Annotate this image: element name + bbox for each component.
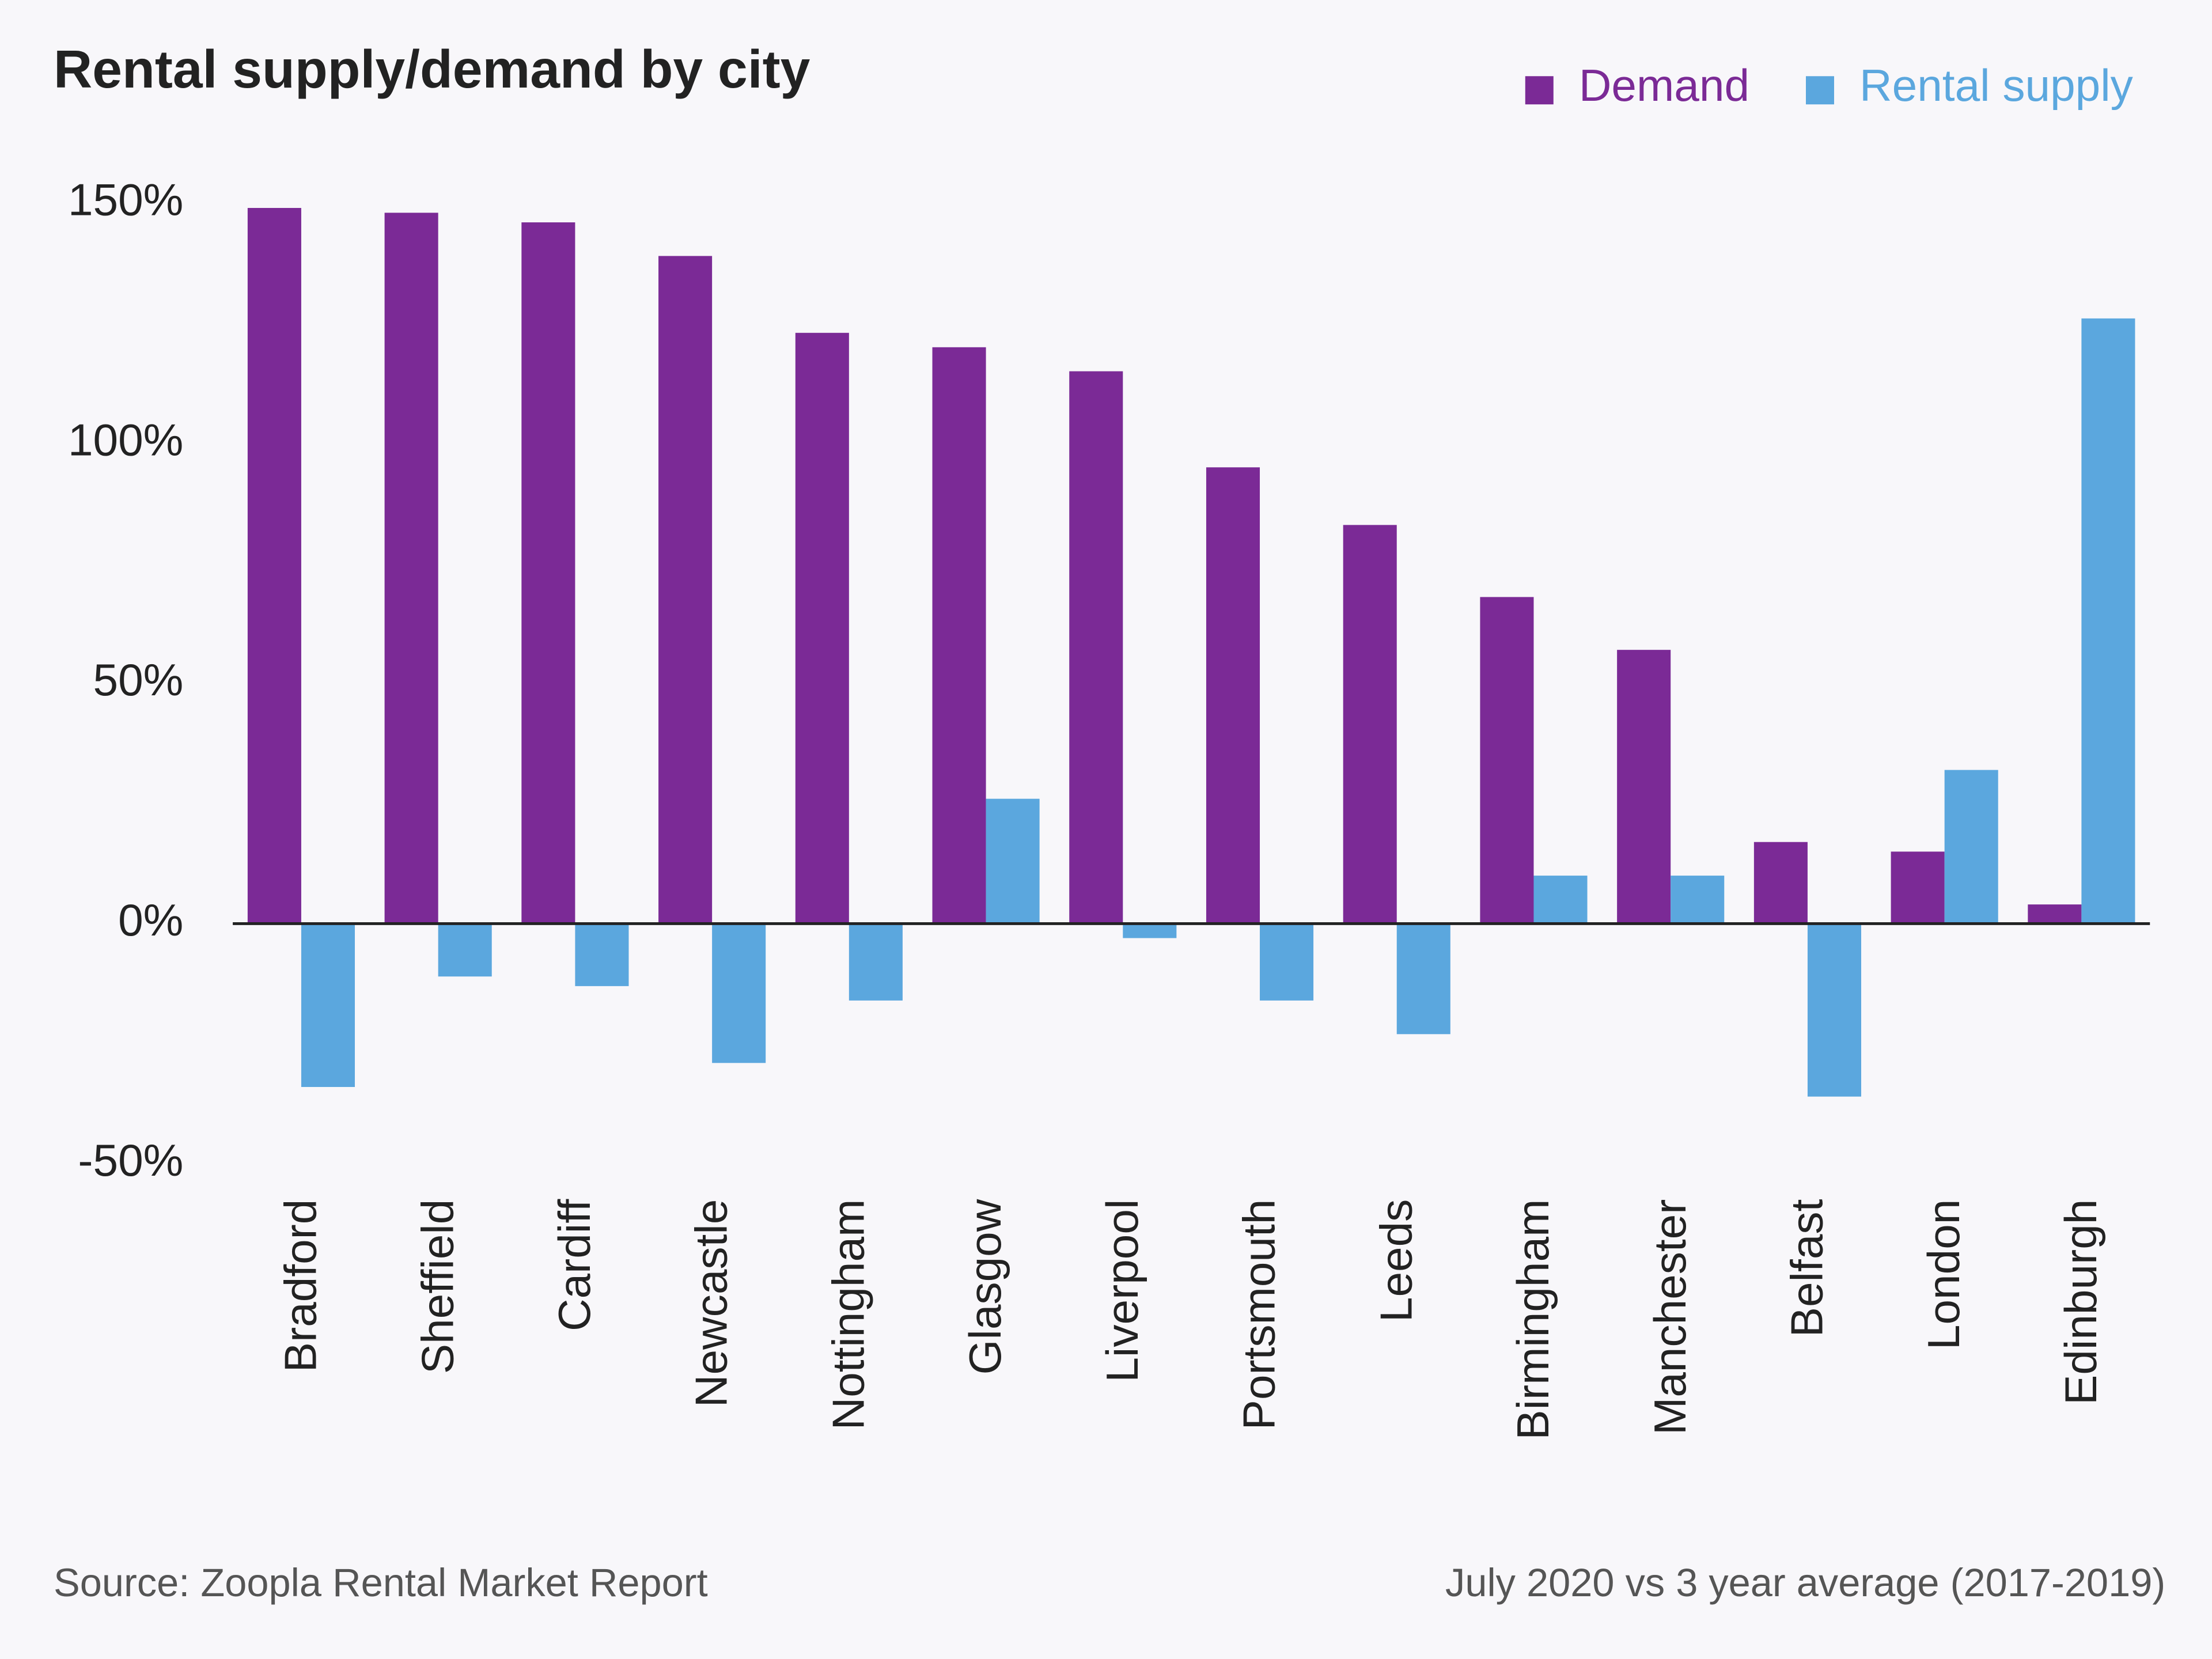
legend-swatch xyxy=(1525,76,1554,105)
bar xyxy=(1123,923,1177,938)
bar xyxy=(1753,842,1808,924)
x-tick-label: Newcastle xyxy=(686,1199,737,1407)
bar xyxy=(1480,597,1534,924)
x-tick-label: Portsmouth xyxy=(1234,1199,1285,1430)
bar xyxy=(521,222,575,924)
y-tick-label: 150% xyxy=(68,174,183,225)
bar xyxy=(1069,371,1123,924)
bar xyxy=(658,256,713,924)
bar xyxy=(1807,923,1861,1097)
bar xyxy=(301,923,355,1087)
bar xyxy=(1533,876,1588,924)
bar xyxy=(986,798,1040,924)
x-tick-label: Glasgow xyxy=(960,1199,1010,1374)
x-tick-label: Cardiff xyxy=(549,1199,600,1331)
bar xyxy=(1343,525,1397,924)
bar xyxy=(1891,851,1945,924)
bar xyxy=(384,213,438,924)
x-tick-label: Edinburgh xyxy=(2055,1199,2106,1405)
bar xyxy=(575,923,629,986)
bar xyxy=(1944,770,1998,924)
bar xyxy=(247,207,301,924)
y-tick-label: 100% xyxy=(68,414,183,465)
x-tick-label: Liverpool xyxy=(1097,1199,1147,1382)
x-tick-label: Sheffield xyxy=(412,1199,463,1374)
bar xyxy=(795,332,849,924)
bar xyxy=(2028,904,2082,924)
x-tick-label: Leeds xyxy=(1370,1199,1421,1323)
source: Source: Zoopla Rental Market Report xyxy=(54,1560,708,1605)
bar xyxy=(1260,923,1314,1001)
legend-label: Rental supply xyxy=(1859,60,2134,111)
x-tick-label: London xyxy=(1918,1199,1969,1350)
y-tick-label: 50% xyxy=(93,654,184,705)
bar xyxy=(1206,467,1260,924)
bar xyxy=(1396,923,1450,1035)
legend-label: Demand xyxy=(1579,60,1749,111)
chart-title: Rental supply/demand by city xyxy=(54,39,810,99)
bar xyxy=(1617,650,1671,924)
x-tick-label: Manchester xyxy=(1645,1199,1695,1435)
bar xyxy=(438,923,492,977)
bar xyxy=(1671,876,1725,924)
bar xyxy=(932,347,986,924)
x-tick-label: Belfast xyxy=(1782,1199,1832,1337)
x-tick-label: Birmingham xyxy=(1508,1199,1558,1440)
bar xyxy=(849,923,903,1001)
x-tick-label: Nottingham xyxy=(823,1199,873,1430)
bar xyxy=(712,923,766,1063)
legend-swatch xyxy=(1805,76,1834,105)
y-tick-label: -50% xyxy=(78,1135,183,1185)
x-tick-label: Bradford xyxy=(275,1199,326,1373)
bar xyxy=(2081,318,2135,924)
subtitle: July 2020 vs 3 year average (2017-2019) xyxy=(1445,1560,2165,1605)
y-tick-label: 0% xyxy=(118,895,183,945)
